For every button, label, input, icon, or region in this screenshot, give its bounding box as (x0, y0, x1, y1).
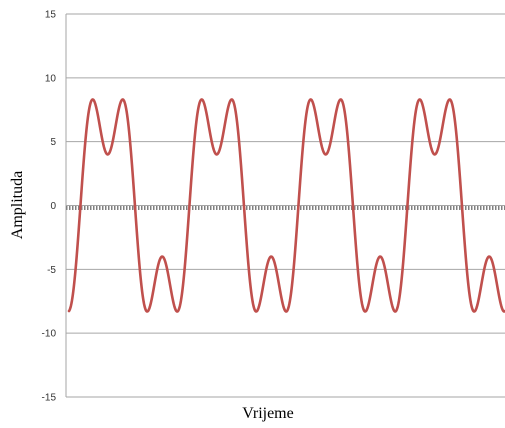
y-axis-title: Amplituda (9, 171, 26, 239)
gridlines (66, 13, 505, 398)
y-tick-label: 5 (50, 137, 56, 148)
waveform-series (67, 98, 505, 313)
y-tick-labels: 15 10 5 0 -5 -10 -15 (42, 10, 57, 404)
y-tick-label: -15 (42, 393, 57, 404)
x-axis-title: Vrijeme (242, 405, 293, 422)
y-tick-label: 15 (45, 10, 57, 21)
y-tick-label: 0 (50, 201, 56, 212)
y-tick-label: -10 (42, 329, 57, 340)
y-tick-label: 10 (45, 73, 57, 84)
y-tick-label: -5 (47, 265, 56, 276)
